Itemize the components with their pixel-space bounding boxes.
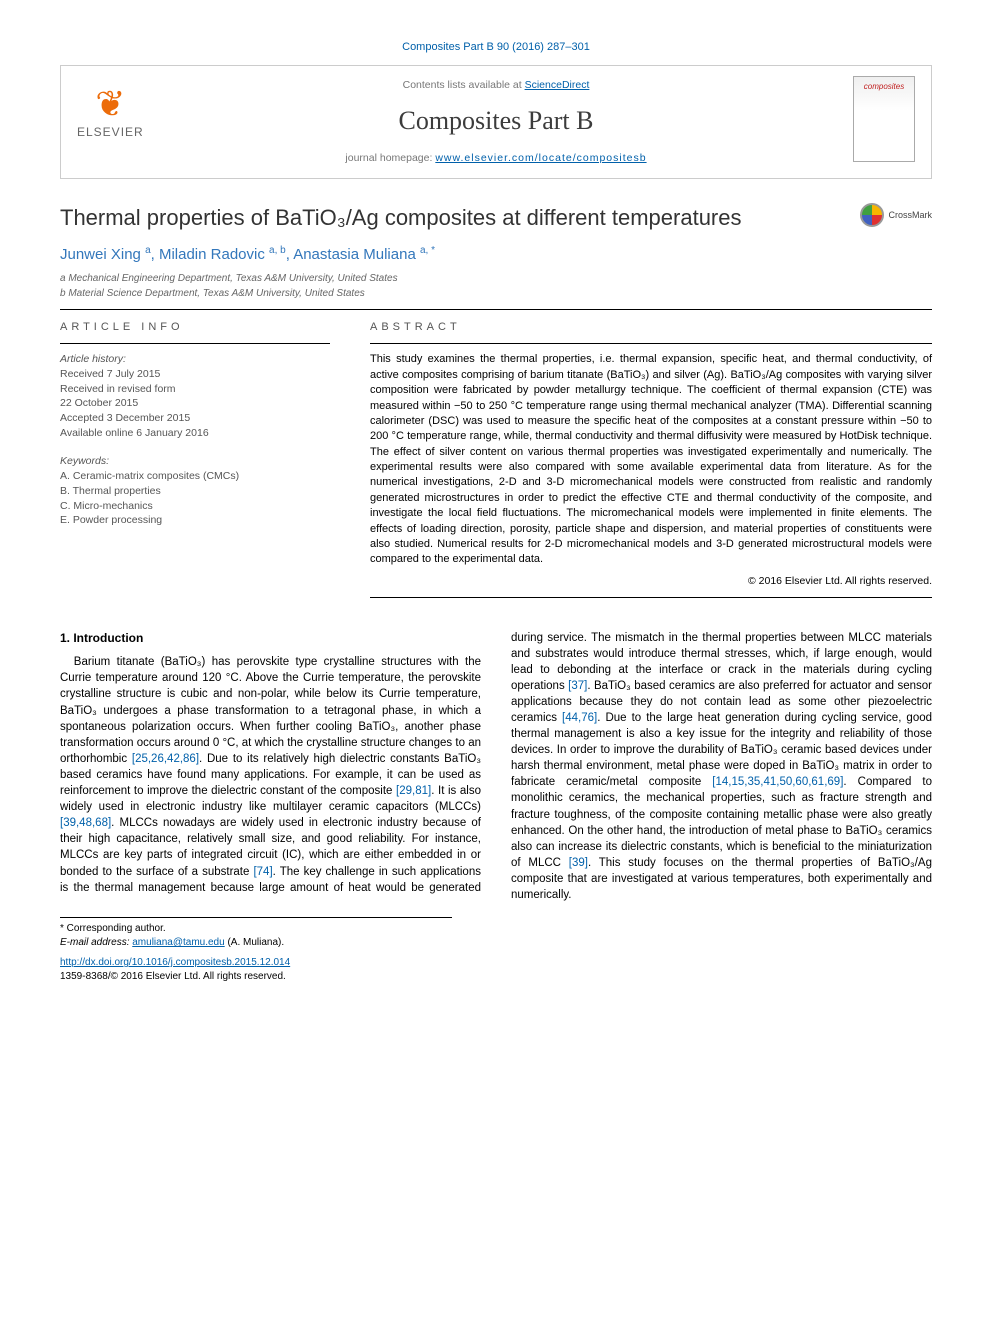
- elsevier-tree-icon: ❦: [95, 86, 125, 122]
- author-email-link[interactable]: amuliana@tamu.edu: [132, 937, 224, 948]
- section-heading: 1. Introduction: [60, 630, 481, 647]
- publisher-logo[interactable]: ❦ ELSEVIER: [77, 86, 144, 141]
- homepage-link[interactable]: www.elsevier.com/locate/compositesb: [435, 152, 646, 164]
- affiliation-a: a Mechanical Engineering Department, Tex…: [60, 271, 932, 286]
- homepage-line: journal homepage: www.elsevier.com/locat…: [167, 151, 825, 166]
- publisher-name: ELSEVIER: [77, 124, 144, 141]
- doi-block: http://dx.doi.org/10.1016/j.compositesb.…: [60, 956, 932, 984]
- doi-link[interactable]: http://dx.doi.org/10.1016/j.compositesb.…: [60, 957, 290, 968]
- reference-link[interactable]: [14,15,35,41,50,60,61,69]: [712, 776, 843, 788]
- article-body: 1. Introduction Barium titanate (BaTiO₃)…: [60, 630, 932, 904]
- crossmark-label: CrossMark: [888, 209, 932, 222]
- issn-copyright: 1359-8368/© 2016 Elsevier Ltd. All right…: [60, 971, 286, 982]
- journal-cover-thumbnail[interactable]: composites: [853, 76, 915, 162]
- reference-link[interactable]: [39]: [569, 857, 588, 869]
- cover-title: composites: [864, 81, 904, 92]
- article-info-heading: ARTICLE INFO: [60, 320, 330, 335]
- reference-link[interactable]: [37]: [568, 680, 587, 692]
- email-label: E-mail address:: [60, 937, 132, 948]
- contents-list-line: Contents lists available at ScienceDirec…: [167, 78, 825, 93]
- journal-header-box: ❦ ELSEVIER composites Contents lists ava…: [60, 65, 932, 179]
- corresponding-author-footnote: * Corresponding author. E-mail address: …: [60, 917, 452, 950]
- abstract-bottom-separator: [370, 597, 932, 598]
- article-title: Thermal properties of BaTiO₃/Ag composit…: [60, 203, 860, 234]
- keywords-block: Keywords: A. Ceramic-matrix composites (…: [60, 454, 330, 527]
- contents-prefix: Contents lists available at: [403, 79, 525, 91]
- keyword: C. Micro-mechanics: [60, 500, 153, 512]
- body-paragraph: Barium titanate (BaTiO₃) has perovskite …: [60, 630, 932, 904]
- abstract-heading: ABSTRACT: [370, 320, 932, 335]
- history-label: Article history:: [60, 353, 126, 365]
- history-line: 22 October 2015: [60, 397, 138, 409]
- author-list: Junwei Xing a, Miladin Radovic a, b, Ana…: [60, 244, 932, 265]
- email-suffix: (A. Muliana).: [227, 937, 284, 948]
- abstract-text: This study examines the thermal properti…: [370, 352, 932, 567]
- corresponding-label: * Corresponding author.: [60, 922, 452, 936]
- copyright-line: © 2016 Elsevier Ltd. All rights reserved…: [370, 574, 932, 589]
- reference-link[interactable]: [25,26,42,86]: [132, 753, 199, 765]
- reference-link[interactable]: [39,48,68]: [60, 817, 111, 829]
- homepage-prefix: journal homepage:: [345, 152, 435, 164]
- info-separator: [60, 343, 330, 344]
- history-line: Received 7 July 2015: [60, 368, 160, 380]
- crossmark-icon: [860, 203, 884, 227]
- keyword: E. Powder processing: [60, 514, 162, 526]
- crossmark-widget[interactable]: CrossMark: [860, 203, 932, 227]
- abstract-separator: [370, 343, 932, 344]
- sciencedirect-link[interactable]: ScienceDirect: [525, 79, 590, 91]
- history-line: Accepted 3 December 2015: [60, 412, 190, 424]
- reference-link[interactable]: [74]: [253, 866, 272, 878]
- article-history-block: Article history: Received 7 July 2015 Re…: [60, 352, 330, 440]
- reference-link[interactable]: [44,76]: [562, 712, 597, 724]
- journal-name: Composites Part B: [167, 103, 825, 139]
- separator-rule: [60, 309, 932, 310]
- history-line: Available online 6 January 2016: [60, 427, 209, 439]
- history-line: Received in revised form: [60, 383, 176, 395]
- keyword: A. Ceramic-matrix composites (CMCs): [60, 470, 239, 482]
- keyword: B. Thermal properties: [60, 485, 161, 497]
- affiliation-b: b Material Science Department, Texas A&M…: [60, 286, 932, 301]
- keywords-label: Keywords:: [60, 455, 109, 467]
- reference-link[interactable]: [29,81]: [396, 785, 431, 797]
- citation-header: Composites Part B 90 (2016) 287–301: [60, 40, 932, 55]
